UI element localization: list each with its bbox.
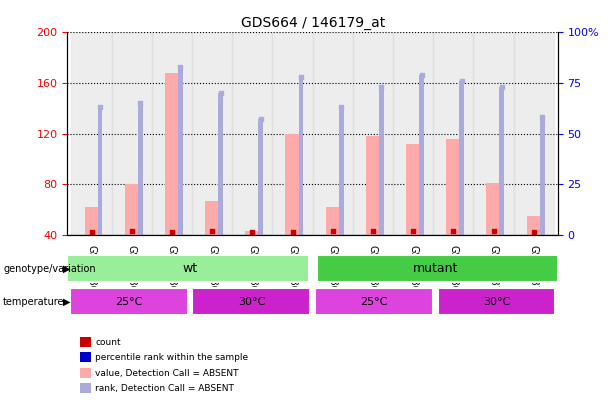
Point <box>86 229 96 236</box>
Bar <box>165 73 179 235</box>
Text: 25°C: 25°C <box>360 296 387 307</box>
Title: GDS664 / 146179_at: GDS664 / 146179_at <box>240 16 385 30</box>
Point <box>368 228 378 234</box>
Text: genotype/variation: genotype/variation <box>3 264 96 273</box>
Bar <box>178 67 183 235</box>
Point <box>95 104 105 111</box>
Bar <box>85 207 99 235</box>
Point <box>417 72 427 78</box>
Point <box>167 229 177 236</box>
Bar <box>316 255 558 282</box>
Text: mutant: mutant <box>413 262 458 275</box>
Bar <box>299 77 303 235</box>
Bar <box>138 103 143 235</box>
Bar <box>315 288 433 315</box>
Bar <box>152 32 192 235</box>
Bar <box>326 207 340 235</box>
Point <box>337 104 346 111</box>
Bar <box>313 32 353 235</box>
Text: 25°C: 25°C <box>115 296 142 307</box>
Point <box>328 228 338 234</box>
Point <box>376 84 386 90</box>
Bar <box>67 255 309 282</box>
Bar <box>70 288 188 315</box>
Bar <box>72 32 112 235</box>
Bar <box>539 117 544 235</box>
Point <box>127 228 137 234</box>
Text: 30°C: 30°C <box>483 296 510 307</box>
Bar <box>406 144 420 235</box>
Bar <box>124 184 139 235</box>
Bar <box>473 32 514 235</box>
Point <box>537 114 547 121</box>
Text: count: count <box>95 338 121 347</box>
Text: ▶: ▶ <box>63 264 70 273</box>
Bar <box>205 201 219 235</box>
Bar <box>272 32 313 235</box>
Point <box>489 228 498 234</box>
Text: ▶: ▶ <box>63 297 70 307</box>
Point <box>457 78 466 84</box>
Bar <box>353 32 393 235</box>
Point <box>296 74 306 80</box>
Bar <box>366 136 380 235</box>
Bar <box>192 288 310 315</box>
Bar <box>527 216 541 235</box>
Text: rank, Detection Call = ABSENT: rank, Detection Call = ABSENT <box>95 384 234 393</box>
Point <box>216 90 226 96</box>
Point <box>408 228 418 234</box>
Bar <box>419 75 424 235</box>
Bar <box>393 32 433 235</box>
Text: percentile rank within the sample: percentile rank within the sample <box>95 353 248 362</box>
Point <box>248 229 257 236</box>
Bar <box>112 32 152 235</box>
Bar <box>514 32 554 235</box>
Bar <box>245 231 259 235</box>
Point <box>256 116 265 123</box>
Bar <box>379 87 384 235</box>
Point <box>287 229 297 236</box>
Bar <box>500 87 504 235</box>
Bar <box>232 32 272 235</box>
Bar <box>487 183 501 235</box>
Text: 30°C: 30°C <box>238 296 265 307</box>
Text: value, Detection Call = ABSENT: value, Detection Call = ABSENT <box>95 369 238 377</box>
Point <box>529 229 539 236</box>
Bar <box>446 139 460 235</box>
Bar <box>459 81 464 235</box>
Bar <box>218 93 223 235</box>
Point <box>497 84 507 90</box>
Text: temperature: temperature <box>3 297 64 307</box>
Point <box>449 228 459 234</box>
Bar <box>258 119 263 235</box>
Bar <box>97 107 102 235</box>
Bar <box>438 288 555 315</box>
Bar <box>192 32 232 235</box>
Bar <box>339 107 344 235</box>
Bar <box>286 134 300 235</box>
Point <box>135 100 145 107</box>
Text: wt: wt <box>183 262 197 275</box>
Bar <box>433 32 473 235</box>
Point <box>207 228 217 234</box>
Point <box>175 64 185 70</box>
